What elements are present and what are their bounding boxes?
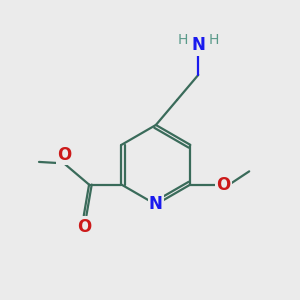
Text: N: N [191,37,205,55]
Text: N: N [149,196,163,214]
Text: H: H [178,33,188,46]
Text: O: O [216,176,230,194]
Text: O: O [77,218,92,236]
Text: O: O [57,146,71,164]
Text: H: H [208,33,219,46]
